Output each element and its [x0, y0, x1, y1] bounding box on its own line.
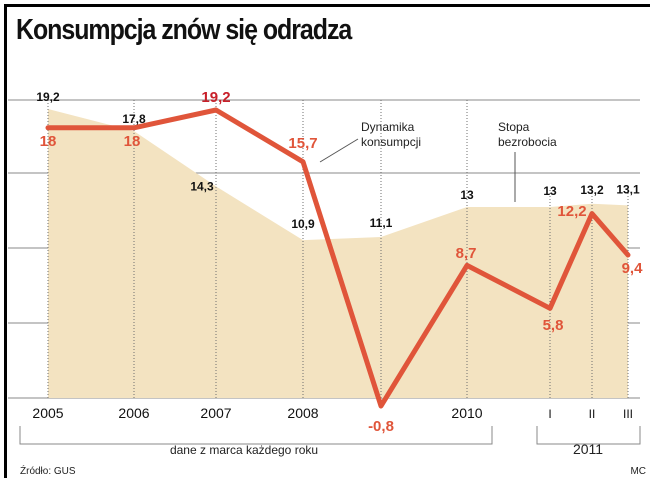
author-credit: MC — [630, 466, 646, 477]
annotation-unemployment: bezrobocia — [498, 135, 557, 149]
x-tick-label: 2008 — [287, 405, 318, 421]
annotation-unemployment: Stopa — [498, 120, 530, 134]
bracket-years — [19, 426, 493, 445]
brackets: dane z marca każdego roku 2011 — [19, 426, 641, 457]
data-labels: 19,2 17,8 14,3 10,9 11,1 13 13 13,2 13,1 18 18 19,2… — [36, 89, 643, 435]
consumption-data-label: 15,7 — [288, 135, 317, 152]
unemployment-area-series — [48, 109, 628, 398]
x-tick-label: I — [548, 407, 551, 421]
x-tick-label: III — [623, 407, 633, 421]
chart-title: Konsumpcja znów się odradza — [16, 14, 352, 46]
unemployment-data-label: 13 — [460, 188, 474, 202]
consumption-line — [45, 107, 631, 409]
x-axis: 2005 2006 2007 2008 2010 I II III — [32, 405, 633, 421]
consumption-line-series — [45, 107, 631, 409]
unemployment-data-label: 11,1 — [370, 216, 393, 230]
unemployment-data-label: 19,2 — [36, 90, 60, 104]
unemployment-data-label: 13 — [543, 184, 557, 198]
unemployment-data-label: 10,9 — [291, 217, 315, 231]
frame-left-rule — [4, 4, 7, 478]
unemployment-data-label: 13,1 — [616, 182, 640, 196]
annotation-consumption: Dynamika — [361, 120, 415, 134]
x-tick-label: 2007 — [200, 405, 231, 421]
annotation-pointer — [319, 138, 359, 163]
frame-top-rule — [4, 4, 650, 7]
unemployment-data-label: 17,8 — [122, 112, 146, 126]
bracket-label: 2011 — [573, 441, 603, 457]
bracket-label: dane z marca każdego roku — [170, 443, 318, 457]
unemployment-data-label: 13,2 — [580, 183, 604, 197]
source-note: Źródło: GUS — [20, 466, 76, 477]
consumption-data-label: 18 — [124, 133, 141, 150]
unemployment-area — [48, 109, 628, 398]
consumption-data-label: 18 — [40, 133, 57, 150]
consumption-data-label: 8,7 — [456, 245, 477, 262]
consumption-data-label: -0,8 — [368, 418, 394, 435]
consumption-data-label: 19,2 — [201, 89, 230, 106]
x-tick-label: 2006 — [118, 405, 149, 421]
consumption-data-label: 5,8 — [543, 317, 564, 334]
annotation-consumption: konsumpcji — [361, 135, 421, 149]
consumption-data-label: 12,2 — [557, 203, 586, 220]
x-tick-label: 2005 — [32, 405, 63, 421]
unemployment-data-label: 14,3 — [190, 179, 214, 193]
x-tick-label: 2010 — [451, 405, 482, 421]
consumption-data-label: 9,4 — [622, 260, 644, 277]
x-tick-label: II — [589, 407, 596, 421]
bracket-2011 — [536, 426, 641, 445]
